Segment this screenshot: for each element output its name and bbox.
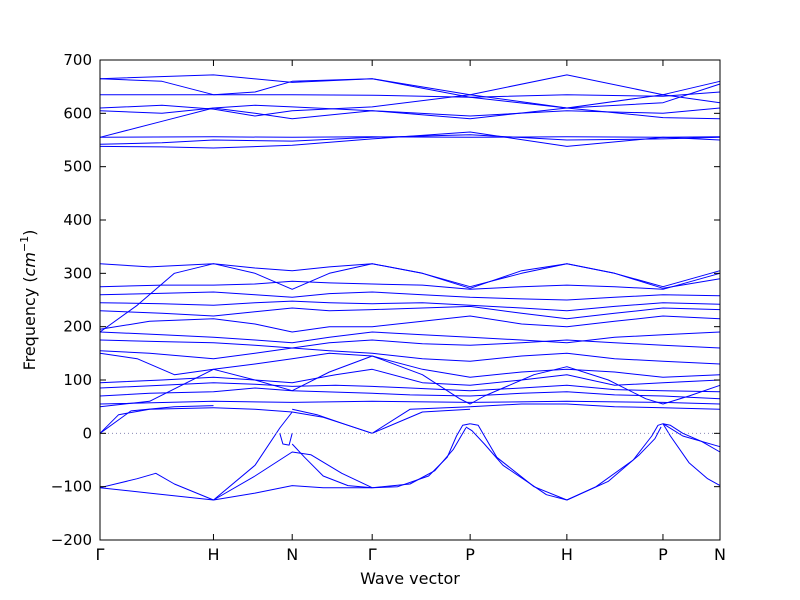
band-line-35: [99, 291, 721, 301]
x-tick-label: P: [658, 545, 668, 564]
high-symmetry-lines: [213, 60, 663, 540]
band-line-44: [99, 104, 721, 117]
band-line-11: [566, 423, 664, 501]
y-tick-label: 600: [63, 104, 92, 122]
band-line-7: [372, 423, 471, 489]
band-line-14: [662, 423, 721, 487]
y-tick-label: 100: [63, 371, 92, 389]
band-line-46: [99, 74, 721, 96]
band-line-23: [99, 400, 721, 405]
band-line-16: [99, 407, 214, 434]
band-line-42: [99, 107, 721, 138]
x-tick-label: N: [286, 545, 298, 564]
x-tick-label: P: [465, 545, 475, 564]
plot-frame: [99, 59, 721, 541]
band-line-15: [662, 423, 721, 448]
band-line-24: [99, 387, 721, 400]
band-line-10: [465, 426, 568, 501]
y-tick-label: 200: [63, 318, 92, 336]
band-line-1: [99, 472, 214, 501]
x-tick-label: N: [714, 545, 726, 564]
band-line-8: [372, 427, 467, 489]
y-tick-label: −100: [51, 478, 92, 496]
band-line-37: [99, 263, 721, 288]
band-line-26: [99, 368, 721, 386]
y-axis: −200 −100 0 100 200 300 400 500 600 700: [51, 51, 720, 549]
x-tick-label: H: [561, 545, 573, 564]
band-line-6: [279, 433, 293, 446]
band-line-28: [99, 352, 721, 378]
band-line-30: [99, 339, 721, 349]
band-line-41: [99, 136, 721, 138]
band-line-5: [291, 443, 373, 489]
band-series-layer: [99, 74, 721, 501]
band-line-3: [213, 451, 373, 501]
x-tick-label: Γ: [368, 545, 377, 564]
band-line-22: [470, 403, 721, 410]
y-tick-label: 500: [63, 158, 92, 176]
x-tick-label: Γ: [96, 545, 105, 564]
band-line-29: [99, 347, 721, 365]
band-line-27: [99, 355, 721, 408]
band-line-20: [371, 406, 471, 434]
band-line-34: [99, 300, 721, 312]
band-line-36: [99, 263, 721, 333]
band-line-21: [372, 408, 471, 434]
band-line-4: [213, 411, 293, 501]
band-line-12: [566, 426, 662, 501]
band-line-18: [213, 407, 373, 434]
band-line-47: [99, 78, 721, 109]
y-tick-label: 400: [63, 211, 92, 229]
band-line-31: [99, 331, 721, 344]
y-axis-label: Frequency (cm−1): [18, 230, 39, 371]
band-line-25: [99, 382, 721, 393]
y-tick-label: 700: [63, 51, 92, 69]
band-line-19: [292, 408, 373, 434]
band-line-32: [99, 315, 721, 333]
band-line-38: [99, 272, 721, 290]
y-tick-label: 0: [82, 424, 92, 442]
band-line-39: [99, 131, 721, 149]
band-line-9: [470, 423, 568, 501]
band-line-33: [99, 305, 721, 320]
band-line-13: [662, 423, 721, 453]
x-tick-label: H: [207, 545, 219, 564]
band-line-17: [99, 405, 214, 434]
band-line-40: [99, 134, 721, 145]
x-axis-label: Wave vector: [360, 569, 460, 588]
band-line-2: [99, 485, 373, 501]
band-line-45: [100, 91, 721, 98]
y-tick-label: −200: [51, 531, 92, 549]
y-tick-label: 300: [63, 264, 92, 282]
